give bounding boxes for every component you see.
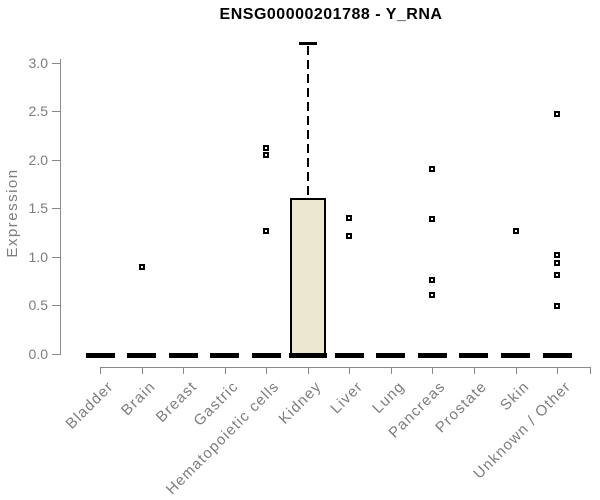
y-tick: [52, 111, 60, 113]
x-axis-end-tick: [589, 367, 591, 374]
median-line: [417, 352, 447, 358]
x-tick: [390, 367, 392, 374]
median-line: [210, 352, 240, 358]
median-line: [459, 352, 489, 358]
x-tick-label: Bladder: [62, 378, 118, 433]
x-tick: [100, 367, 101, 374]
x-axis-line: [99, 367, 590, 368]
y-tick-label: 3.0: [28, 54, 48, 71]
x-tick: [515, 367, 517, 374]
outlier-point: [554, 272, 561, 279]
outlier-point: [554, 251, 561, 258]
outlier-point: [263, 227, 270, 234]
outlier-point: [138, 263, 145, 270]
median-line: [288, 352, 327, 358]
outlier-point: [346, 232, 353, 239]
outlier-point: [429, 277, 436, 284]
y-tick: [52, 62, 60, 64]
median-line: [85, 352, 115, 358]
y-tick: [52, 159, 60, 161]
x-tick: [266, 367, 268, 374]
y-tick: [52, 354, 60, 355]
x-tick-label: Skin: [496, 378, 533, 415]
median-line: [501, 352, 530, 358]
outlier-point: [429, 291, 436, 298]
y-tick: [52, 305, 60, 307]
whisker: [306, 46, 309, 198]
x-tick: [349, 367, 351, 374]
x-tick-label: Kidney: [275, 378, 325, 428]
x-tick: [432, 367, 434, 374]
chart-title: ENSG00000201788 - Y_RNA: [219, 6, 443, 23]
x-tick: [557, 367, 559, 374]
median-line: [376, 352, 406, 358]
y-tick: [52, 256, 60, 258]
y-tick-label: 0.0: [28, 346, 48, 362]
median-line: [168, 352, 198, 358]
x-tick: [307, 367, 309, 374]
x-tick: [473, 367, 475, 374]
outlier-point: [512, 227, 519, 234]
outlier-point: [429, 166, 436, 173]
y-tick-label: 2.5: [28, 103, 48, 120]
y-tick-label: 1.5: [28, 200, 48, 217]
x-tick: [183, 367, 185, 374]
outlier-point: [263, 145, 270, 152]
whisker-cap: [298, 41, 317, 45]
y-tick: [52, 208, 60, 210]
box: [289, 197, 326, 358]
y-axis-line: [60, 59, 61, 355]
outlier-point: [554, 111, 561, 118]
median-line: [542, 352, 572, 358]
y-tick-label: 1.0: [28, 248, 48, 265]
outlier-point: [346, 215, 353, 222]
median-line: [334, 352, 364, 358]
median-line: [127, 352, 157, 358]
median-line: [251, 352, 281, 358]
x-tick-label: Liver: [327, 378, 367, 418]
y-tick-label: 2.0: [28, 151, 48, 168]
outlier-point: [263, 151, 270, 158]
outlier-point: [429, 215, 436, 222]
outlier-point: [554, 303, 561, 310]
x-tick: [141, 367, 143, 374]
y-tick-label: 0.5: [28, 297, 48, 314]
outlier-point: [554, 259, 561, 266]
x-tick: [224, 367, 226, 374]
